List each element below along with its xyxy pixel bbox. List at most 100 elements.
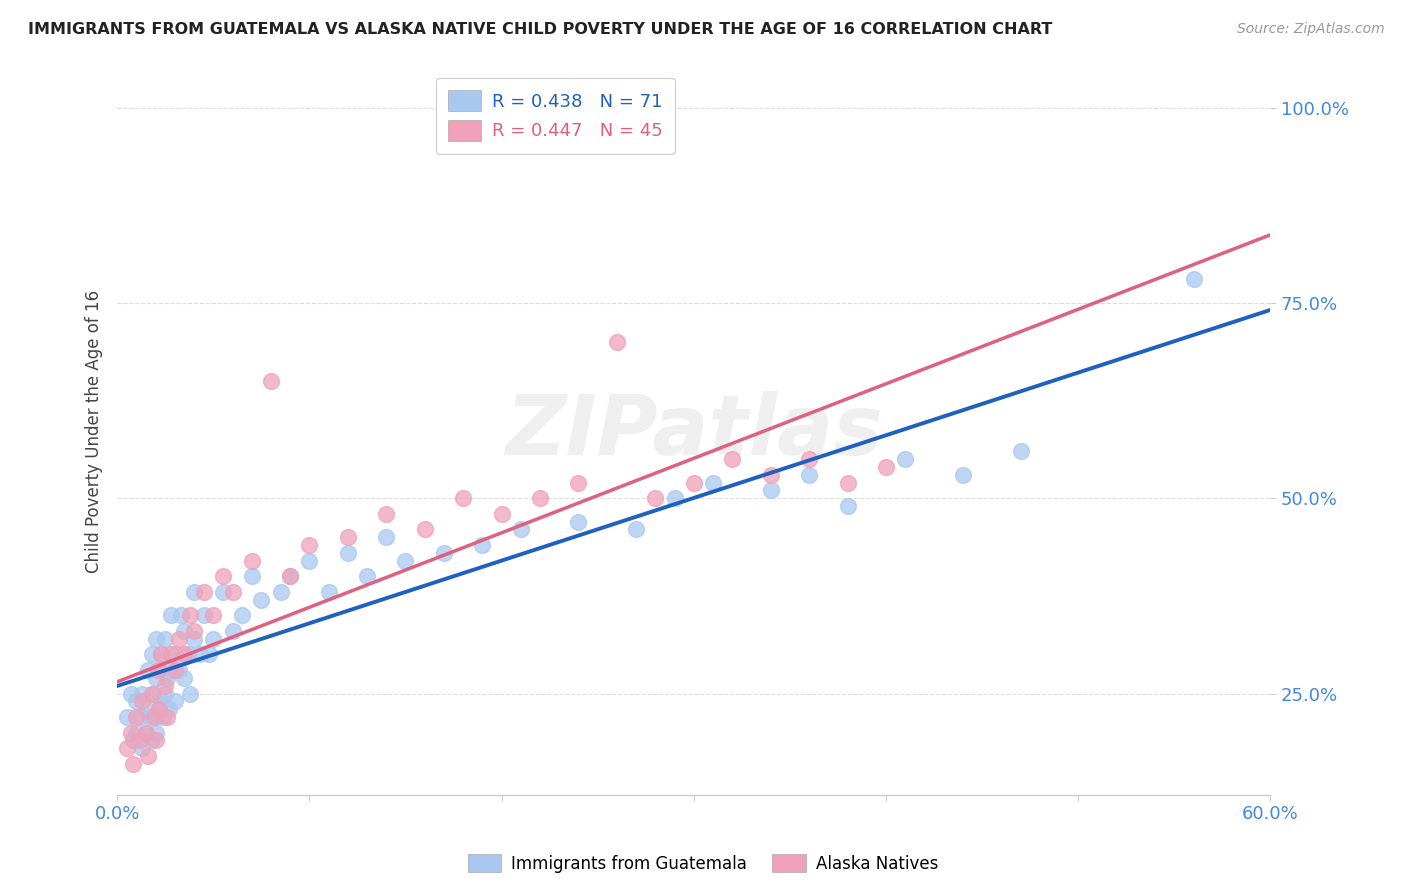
Point — [682, 475, 704, 490]
Point — [145, 671, 167, 685]
Point — [212, 569, 235, 583]
Point — [721, 452, 744, 467]
Point — [156, 671, 179, 685]
Legend: R = 0.438   N = 71, R = 0.447   N = 45: R = 0.438 N = 71, R = 0.447 N = 45 — [436, 78, 675, 153]
Point — [169, 608, 191, 623]
Point — [451, 491, 474, 506]
Point — [173, 648, 195, 662]
Point — [129, 733, 152, 747]
Point — [797, 467, 820, 482]
Point — [318, 585, 340, 599]
Point — [141, 733, 163, 747]
Point — [336, 530, 359, 544]
Point — [298, 538, 321, 552]
Point — [278, 569, 301, 583]
Point — [173, 671, 195, 685]
Point — [183, 585, 205, 599]
Point — [135, 702, 157, 716]
Point — [278, 569, 301, 583]
Point — [837, 499, 859, 513]
Point — [125, 694, 148, 708]
Point — [797, 452, 820, 467]
Point — [260, 374, 283, 388]
Point — [356, 569, 378, 583]
Point — [160, 608, 183, 623]
Point — [202, 608, 225, 623]
Point — [1010, 444, 1032, 458]
Point — [131, 694, 153, 708]
Point — [141, 648, 163, 662]
Point — [129, 710, 152, 724]
Point — [167, 632, 190, 646]
Point — [179, 608, 201, 623]
Point — [136, 749, 159, 764]
Point — [120, 725, 142, 739]
Point — [142, 710, 165, 724]
Point — [136, 663, 159, 677]
Y-axis label: Child Poverty Under the Age of 16: Child Poverty Under the Age of 16 — [86, 290, 103, 574]
Point — [952, 467, 974, 482]
Point — [148, 702, 170, 716]
Point — [139, 710, 162, 724]
Point — [152, 710, 174, 724]
Point — [1182, 272, 1205, 286]
Point — [394, 554, 416, 568]
Point — [145, 632, 167, 646]
Point — [141, 686, 163, 700]
Point — [150, 648, 173, 662]
Point — [160, 663, 183, 677]
Point — [148, 663, 170, 677]
Point — [121, 733, 143, 747]
Point — [145, 725, 167, 739]
Point — [894, 452, 917, 467]
Point — [163, 694, 186, 708]
Point — [193, 608, 215, 623]
Point — [131, 741, 153, 756]
Point — [179, 686, 201, 700]
Point — [270, 585, 292, 599]
Point — [131, 686, 153, 700]
Point — [375, 507, 398, 521]
Point — [135, 725, 157, 739]
Point — [433, 546, 456, 560]
Point — [567, 515, 589, 529]
Point — [177, 648, 200, 662]
Point — [491, 507, 513, 521]
Point — [759, 483, 782, 498]
Point — [163, 648, 186, 662]
Point — [624, 523, 647, 537]
Point — [125, 710, 148, 724]
Point — [202, 632, 225, 646]
Point — [145, 733, 167, 747]
Point — [155, 679, 177, 693]
Point — [167, 663, 190, 677]
Point — [155, 686, 177, 700]
Point — [702, 475, 724, 490]
Point — [141, 686, 163, 700]
Point — [115, 710, 138, 724]
Point — [221, 585, 243, 599]
Point — [188, 648, 211, 662]
Text: Source: ZipAtlas.com: Source: ZipAtlas.com — [1237, 22, 1385, 37]
Point — [135, 725, 157, 739]
Point — [183, 624, 205, 638]
Point — [160, 648, 183, 662]
Point — [336, 546, 359, 560]
Point — [183, 632, 205, 646]
Point — [606, 334, 628, 349]
Point — [173, 624, 195, 638]
Point — [240, 554, 263, 568]
Point — [471, 538, 494, 552]
Legend: Immigrants from Guatemala, Alaska Natives: Immigrants from Guatemala, Alaska Native… — [461, 847, 945, 880]
Point — [298, 554, 321, 568]
Point — [509, 523, 531, 537]
Point — [125, 725, 148, 739]
Point — [875, 459, 897, 474]
Point — [644, 491, 666, 506]
Point — [375, 530, 398, 544]
Text: IMMIGRANTS FROM GUATEMALA VS ALASKA NATIVE CHILD POVERTY UNDER THE AGE OF 16 COR: IMMIGRANTS FROM GUATEMALA VS ALASKA NATI… — [28, 22, 1053, 37]
Text: ZIPatlas: ZIPatlas — [505, 392, 883, 472]
Point — [155, 632, 177, 646]
Point — [145, 710, 167, 724]
Point — [148, 702, 170, 716]
